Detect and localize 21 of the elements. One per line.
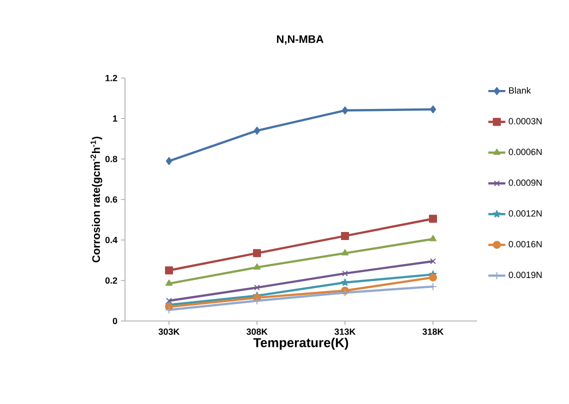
y-tick-label: 0.4	[105, 236, 118, 244]
x-tick-label: 303K	[158, 328, 180, 335]
x-axis-title: Temperature(K)	[253, 338, 348, 350]
chart-title: N,N-MBA	[277, 35, 324, 45]
y-tick-label: 0.2	[105, 277, 118, 284]
x-tick-label: 308K	[246, 328, 268, 335]
x-tick-label: 313K	[334, 328, 356, 335]
y-tick-label: 1.2	[106, 74, 118, 82]
legend-label: 0.0003N	[508, 118, 542, 124]
y-tick-label: 0	[112, 318, 118, 324]
legend-label: 0.0012N	[508, 210, 542, 217]
y-tick-label: 1	[113, 115, 118, 122]
legend-label: Blank	[509, 87, 531, 94]
y-tick-label: 0.6	[105, 196, 118, 203]
x-tick-label: 318K	[422, 328, 444, 335]
legend-label: 0.0009N	[508, 179, 542, 186]
legend-label: 0.0016N	[508, 240, 542, 248]
y-axis-title: Corrosion rate(gcm$^{-2}$h$^{-1}$)	[90, 136, 102, 262]
y-tick-label: 0.8	[105, 156, 118, 162]
legend-label: 0.0019N	[508, 272, 542, 278]
legend-label: 0.0006N	[508, 148, 542, 156]
